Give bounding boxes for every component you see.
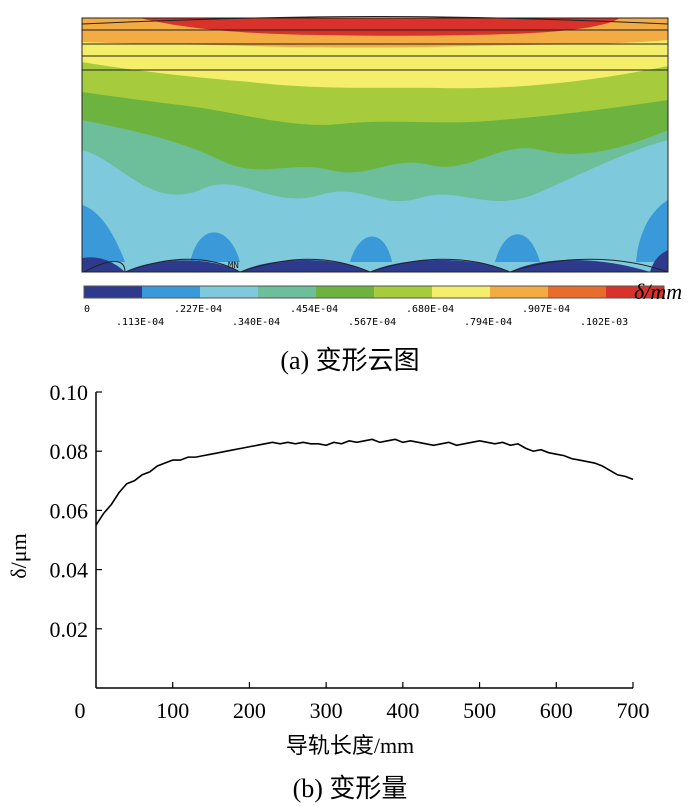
legend-swatches: [83, 285, 665, 299]
legend-swatch: [548, 286, 606, 298]
contour-band-blue: [82, 200, 668, 262]
mesh-outline: [81, 16, 669, 273]
legend-swatch: [374, 286, 432, 298]
y-tick-label: 0.04: [50, 558, 89, 583]
legend-tick-label: .340E-04: [232, 317, 280, 328]
legend-swatch: [84, 286, 142, 298]
contour-band-red: [140, 18, 620, 36]
chart-ticks: 0 100 200 300 400 500 600 700 0.02 0.04 0.06 0.08 0.…: [50, 380, 650, 723]
y-tick-label: 0.02: [50, 617, 89, 642]
deformation-line-chart: 0 100 200 300 400 500 600 700 0.02 0.04 0.06 0.08 0.…: [6, 380, 650, 758]
legend-tick-label: .102E-03: [580, 317, 628, 328]
series-line: [95, 438, 634, 526]
legend-tick-label: .907E-04: [522, 304, 570, 315]
legend-tick-label: .567E-04: [348, 317, 396, 328]
x-tick-label: 100: [156, 698, 189, 723]
y-tick-label: 0.08: [50, 439, 89, 464]
x-tick-label: 500: [463, 698, 496, 723]
x-tick-label: 600: [540, 698, 573, 723]
x-tick-label: 200: [233, 698, 266, 723]
chart-axes: [95, 392, 633, 689]
x-tick-label: 300: [310, 698, 343, 723]
y-tick-label: 0.06: [50, 498, 89, 523]
legend-tick-label: .113E-04: [116, 317, 164, 328]
legend-tick-label: 0: [84, 304, 90, 315]
x-tick-label: 0: [75, 698, 86, 723]
legend-swatch: [490, 286, 548, 298]
caption-figure-a: (a) 变形云图: [280, 346, 420, 375]
y-axis-label: δ/μm: [6, 533, 31, 578]
contour-band-yellow: [82, 40, 668, 89]
color-legend: 0 .227E-04 .454E-04 .680E-04 .907E-04 .113E-…: [83, 280, 682, 328]
deformation-contour-plot: MN: [81, 16, 669, 273]
legend-swatch: [432, 286, 490, 298]
legend-tick-label: .680E-04: [406, 304, 454, 315]
chart-series: [95, 438, 634, 526]
model-marker: MN: [228, 261, 239, 271]
contour-band-darkblue: [82, 250, 668, 272]
legend-unit: δ/mm: [634, 280, 682, 304]
legend-swatch: [606, 286, 664, 298]
legend-swatch: [316, 286, 374, 298]
legend-tick-label: .794E-04: [464, 317, 512, 328]
legend-swatch: [200, 286, 258, 298]
legend-top-labels: 0 .227E-04 .454E-04 .680E-04 .907E-04: [84, 304, 570, 315]
x-tick-label: 400: [386, 698, 419, 723]
x-tick-label: 700: [617, 698, 650, 723]
legend-tick-label: .454E-04: [290, 304, 338, 315]
caption-figure-b: (b) 变形量: [292, 774, 408, 803]
y-tick-label: 0.10: [50, 380, 89, 405]
legend-swatch: [258, 286, 316, 298]
x-axis-label: 导轨长度/mm: [286, 733, 414, 758]
legend-tick-label: .227E-04: [174, 304, 222, 315]
legend-swatch: [142, 286, 200, 298]
legend-bottom-labels: .113E-04 .340E-04 .567E-04 .794E-04 .102E-03: [116, 317, 628, 328]
